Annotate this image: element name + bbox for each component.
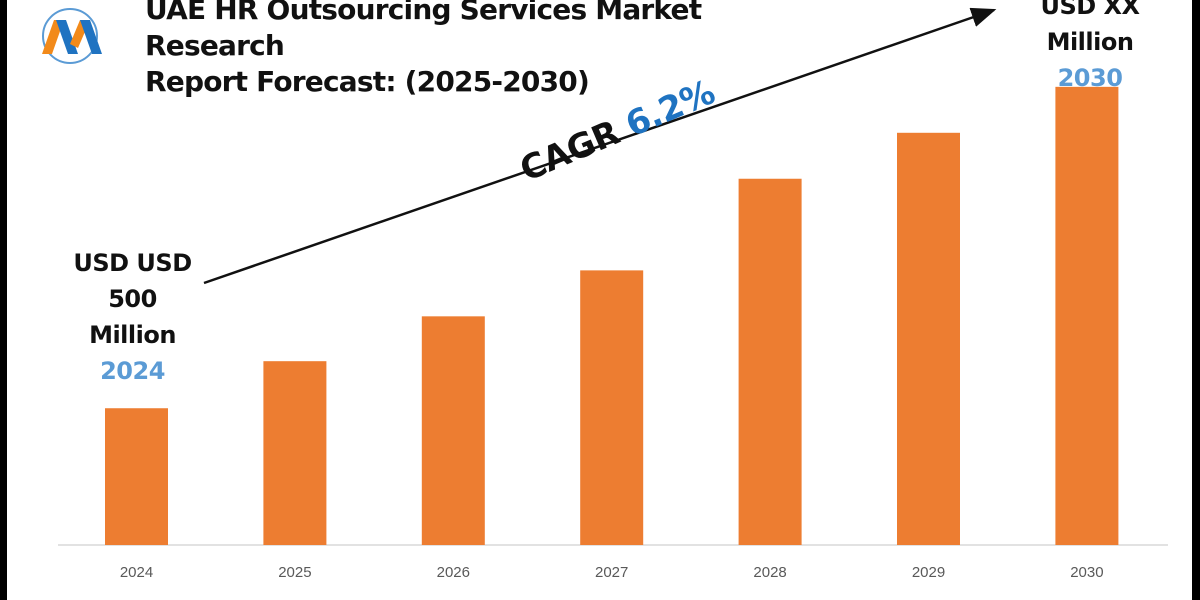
bar-2025 — [263, 361, 327, 545]
start-label-line-3: Million — [89, 321, 176, 349]
start-label-line-2: 500 — [108, 285, 157, 313]
end-label-line-2: Million — [1046, 28, 1134, 56]
trend-arrow — [203, 7, 997, 285]
bar-2028 — [738, 178, 802, 545]
x-tick-label-2028: 2028 — [753, 564, 786, 581]
x-tick-label-2030: 2030 — [1070, 564, 1103, 581]
bar-2026 — [421, 316, 485, 545]
x-tick-label-2025: 2025 — [278, 564, 311, 581]
m-logo-icon — [42, 8, 102, 64]
bar-2027 — [580, 270, 644, 545]
bar-2024 — [105, 408, 168, 545]
x-tick-label-2029: 2029 — [912, 564, 945, 581]
bar-2030 — [1055, 86, 1119, 546]
end-label-year: 2030 — [1057, 64, 1123, 92]
bar-2029 — [897, 132, 960, 545]
x-tick-label-2027: 2027 — [595, 564, 628, 581]
left-border — [0, 0, 7, 600]
start-label-year: 2024 — [100, 357, 165, 385]
right-border — [1192, 0, 1200, 600]
end-label-line-1: USD XX — [1040, 0, 1140, 20]
title-line-1: UAE HR Outsourcing Services Market Resea… — [145, 0, 702, 62]
x-tick-label-2026: 2026 — [437, 564, 470, 581]
start-label-line-1: USD USD — [73, 249, 192, 277]
end-value-label: USD XX Million 2030 — [1010, 0, 1170, 96]
title-line-2: Report Forecast: (2025-2030) — [145, 65, 590, 98]
chart-title: UAE HR Outsourcing Services Market Resea… — [145, 0, 845, 100]
x-tick-label-2024: 2024 — [120, 564, 153, 581]
start-value-label: USD USD 500 Million 2024 — [60, 245, 205, 389]
